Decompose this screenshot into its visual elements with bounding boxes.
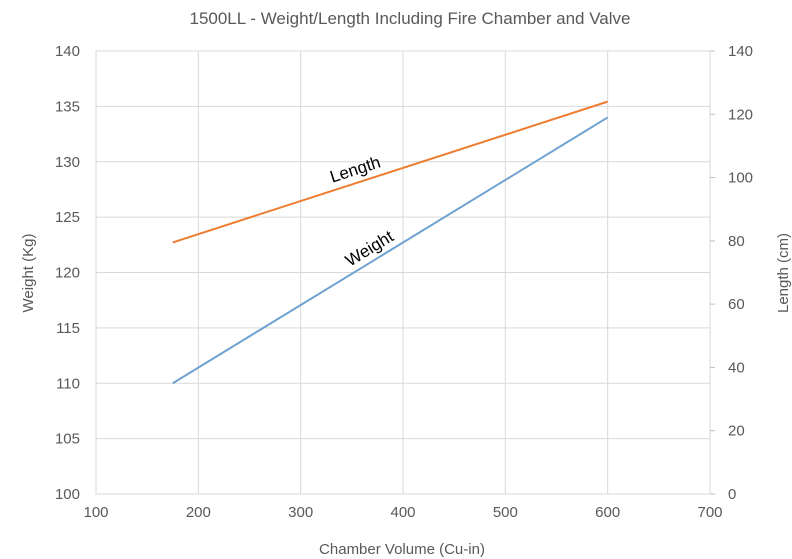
y-tick-label: 105 (55, 431, 80, 448)
series-label-length: Length (328, 153, 383, 187)
y-tick-label: 135 (55, 98, 80, 115)
y-tick-label: 115 (56, 320, 80, 337)
x-axis-label: Chamber Volume (Cu-in) (319, 541, 485, 558)
x-tick-label: 500 (493, 504, 518, 521)
y-tick-label: 125 (55, 209, 80, 226)
y-axis-label: Weight (Kg) (20, 234, 37, 313)
y-tick-label: 120 (55, 265, 80, 282)
x-tick-label: 300 (288, 504, 313, 521)
y-tick-label: 140 (55, 43, 80, 60)
x-tick-label: 200 (186, 504, 211, 521)
y2-tick-label: 40 (728, 359, 745, 376)
y2-tick-label: 100 (728, 170, 753, 187)
x-tick-label: 400 (390, 504, 415, 521)
y2-tick-label: 60 (728, 296, 745, 313)
series-line-weight (172, 116, 609, 385)
x-tick-label: 100 (83, 504, 108, 521)
grid (95, 50, 715, 495)
series-line-length (172, 100, 608, 244)
y-tick-label: 110 (56, 375, 80, 392)
y2-tick-label: 80 (728, 233, 745, 250)
y2-tick-label: 120 (728, 106, 753, 123)
y-tick-label: 130 (55, 154, 80, 171)
x-tick-label: 600 (595, 504, 620, 521)
y2-tick-label: 0 (728, 486, 736, 503)
y2-axis-label: Length (cm) (775, 233, 792, 313)
x-tick-label: 700 (697, 504, 722, 521)
y2-tick-label: 140 (728, 43, 753, 60)
chart-title: 1500LL - Weight/Length Including Fire Ch… (189, 9, 630, 28)
y2-tick-label: 20 (728, 423, 745, 440)
y-tick-label: 100 (55, 486, 80, 503)
tick-labels: 100 200 300 400 500 600 7001001051101151201251… (55, 43, 753, 521)
